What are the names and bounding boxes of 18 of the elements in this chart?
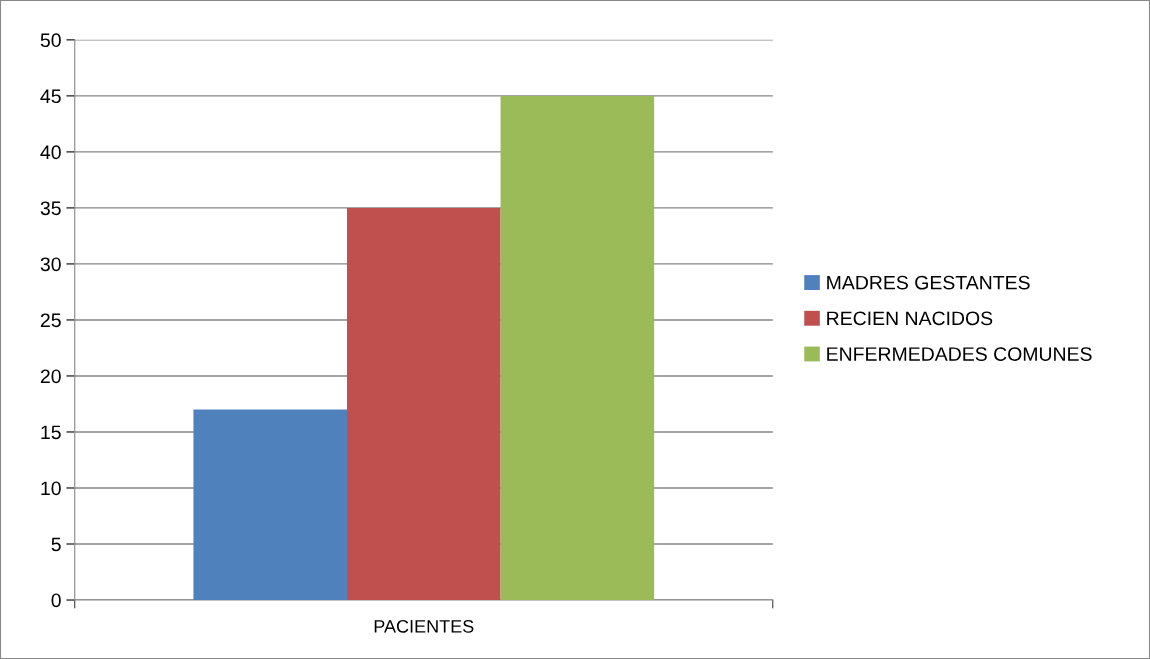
y-tick-label: 20 bbox=[40, 369, 61, 384]
y-tick-label: 5 bbox=[51, 537, 61, 552]
legend-label: RECIEN NACIDOS bbox=[827, 311, 993, 326]
y-tick-label: 50 bbox=[40, 33, 61, 48]
legend-label: MADRES GESTANTES bbox=[827, 275, 1030, 290]
bar bbox=[346, 207, 501, 601]
y-tick-label: 35 bbox=[40, 201, 61, 216]
y-tick-label: 45 bbox=[40, 89, 61, 104]
y-tick-label: 0 bbox=[51, 593, 61, 608]
x-tick-label: PACIENTES bbox=[374, 619, 474, 633]
bar bbox=[500, 95, 655, 601]
y-tick-label: 15 bbox=[41, 425, 61, 440]
legend-label: ENFERMEDADES COMUNES bbox=[827, 347, 1092, 361]
bar bbox=[193, 409, 347, 601]
y-tick-label: 40 bbox=[40, 145, 61, 160]
y-tick-label: 25 bbox=[40, 313, 61, 328]
y-tick-label: 10 bbox=[41, 481, 61, 496]
y-tick-label: 30 bbox=[40, 257, 61, 272]
